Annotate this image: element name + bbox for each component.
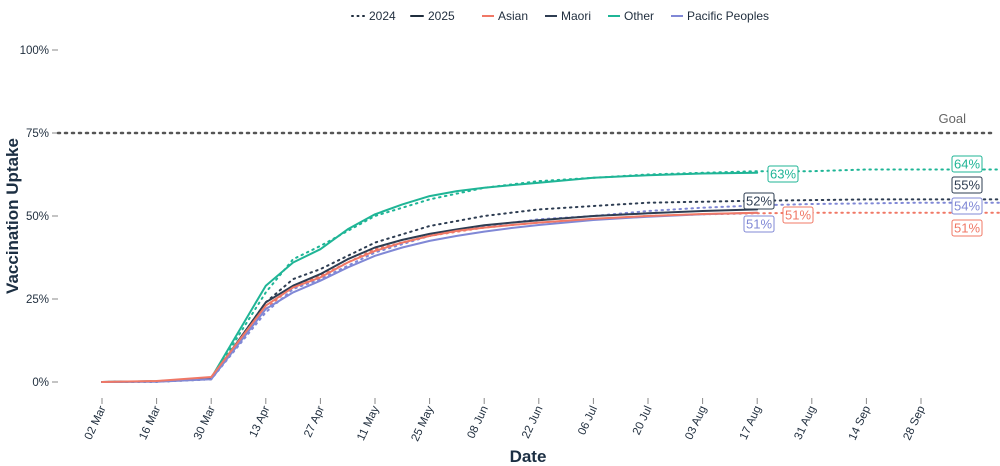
y-tick-label: 100% [20,45,49,57]
end-label: 51% [785,208,811,223]
end-label: 52% [746,194,772,209]
y-tick-label: 0% [32,377,49,389]
x-tick-label: 03 Aug [683,404,709,442]
legend-label-pacific-peoples: Pacific Peoples [687,9,769,23]
series-line-other-2025 [101,171,759,383]
y-tick-label: 50% [26,211,49,223]
series-line-asian-2025 [101,211,759,383]
legend-label-2025: 2025 [428,9,455,23]
x-tick-label: 08 Jun [465,404,490,440]
x-tick-label: 02 Mar [83,404,109,442]
end-label: 64% [954,157,980,172]
series-line-pacific-peoples-2024 [101,201,1000,383]
x-tick-label: 25 May [410,404,437,443]
series-line-maori-2025 [101,208,759,383]
end-label-box [951,155,983,173]
legend-label-maori: Maori [561,9,591,23]
end-label-box [951,176,983,194]
x-tick-label: 17 Aug [738,404,764,442]
end-label: 55% [954,178,980,193]
end-label-box [951,197,983,215]
series-line-pacific-peoples-2025 [101,211,759,383]
end-label-box [951,219,983,237]
x-tick-label: 31 Aug [793,404,819,442]
y-axis-title: Vaccination Uptake [3,138,22,294]
x-tick-label: 28 Sep [901,404,927,442]
end-label: 63% [770,167,796,182]
series-line-maori-2024 [101,198,1000,383]
x-tick-label: 27 Apr [302,404,327,439]
x-tick-label: 30 Mar [192,404,218,442]
y-tick-label: 75% [26,128,49,140]
legend-label-2024: 2024 [369,9,396,23]
y-tick-label: 25% [26,294,49,306]
end-label-box [743,192,775,210]
x-tick-label: 16 Mar [137,404,163,442]
end-label-box [767,165,799,183]
legend-label-other: Other [624,9,654,23]
end-label-box [782,206,814,224]
x-tick-label: 22 Jun [520,404,545,440]
x-tick-label: 06 Jul [576,404,600,437]
x-tick-label: 11 May [355,404,382,443]
series-line-other-2024 [101,168,1000,383]
series-line-asian-2024 [101,211,1000,383]
goal-label: Goal [939,111,967,126]
x-tick-label: 13 Apr [248,404,273,439]
end-label: 51% [954,221,980,236]
x-tick-label: 14 Sep [847,404,873,442]
x-tick-label: 20 Jul [631,404,655,437]
end-label: 51% [746,217,772,232]
legend-label-asian: Asian [498,9,528,23]
x-axis-title: Date [510,447,547,466]
end-label: 54% [954,199,980,214]
end-label-box [743,215,775,233]
